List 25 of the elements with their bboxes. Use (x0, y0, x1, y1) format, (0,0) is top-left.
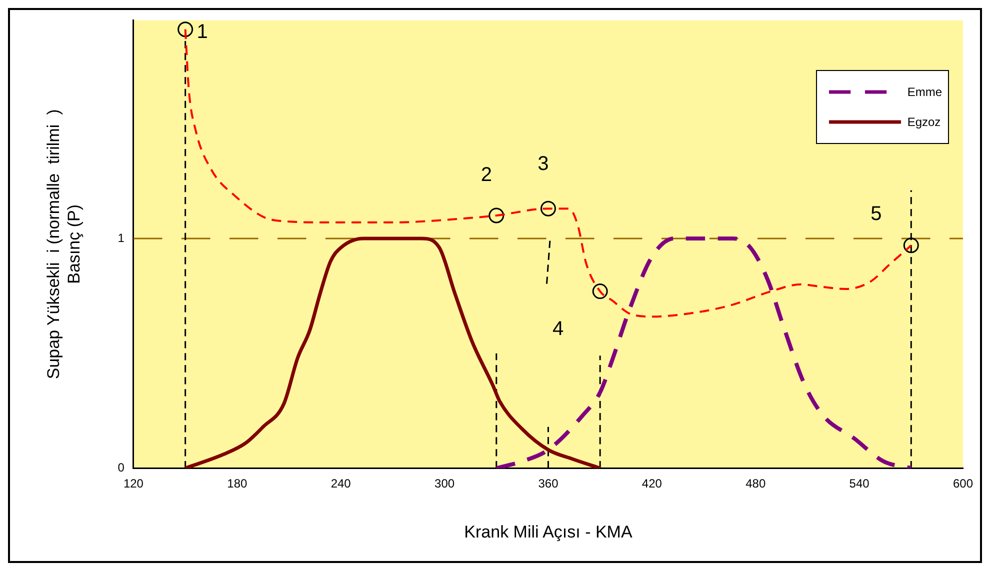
annotation: 3 (538, 153, 549, 176)
legend-box: Emme Egzoz (816, 70, 949, 144)
x-tick-label: 180 (227, 476, 248, 491)
x-tick-label: 240 (330, 476, 352, 491)
x-tick-label: 120 (123, 476, 144, 491)
x-tick-label: 360 (538, 476, 559, 491)
x-tick-label: 480 (746, 476, 766, 491)
y-tick-label: 0 (118, 460, 125, 475)
point (903, 238, 919, 254)
point (592, 284, 608, 300)
point (488, 208, 504, 224)
line-series (184, 236, 602, 468)
annotation: 5 (870, 202, 882, 225)
annotation: 4 (552, 318, 564, 340)
annotation: 1 (196, 20, 208, 43)
x-axis-title: Krank Mili Açısı - KMA (464, 522, 633, 542)
y-axis-title: Supap Yüksekli i (normalle tirilmi ) Basınç (P) (44, 109, 84, 380)
annotation: 2 (480, 164, 492, 186)
line-series (494, 236, 914, 468)
x-tick-label: 420 (642, 476, 662, 491)
point (178, 22, 194, 38)
point (540, 200, 556, 216)
x-tick-label: 540 (849, 476, 870, 491)
x-tick-label: 600 (952, 476, 974, 491)
x-tick-label: 300 (434, 476, 455, 491)
